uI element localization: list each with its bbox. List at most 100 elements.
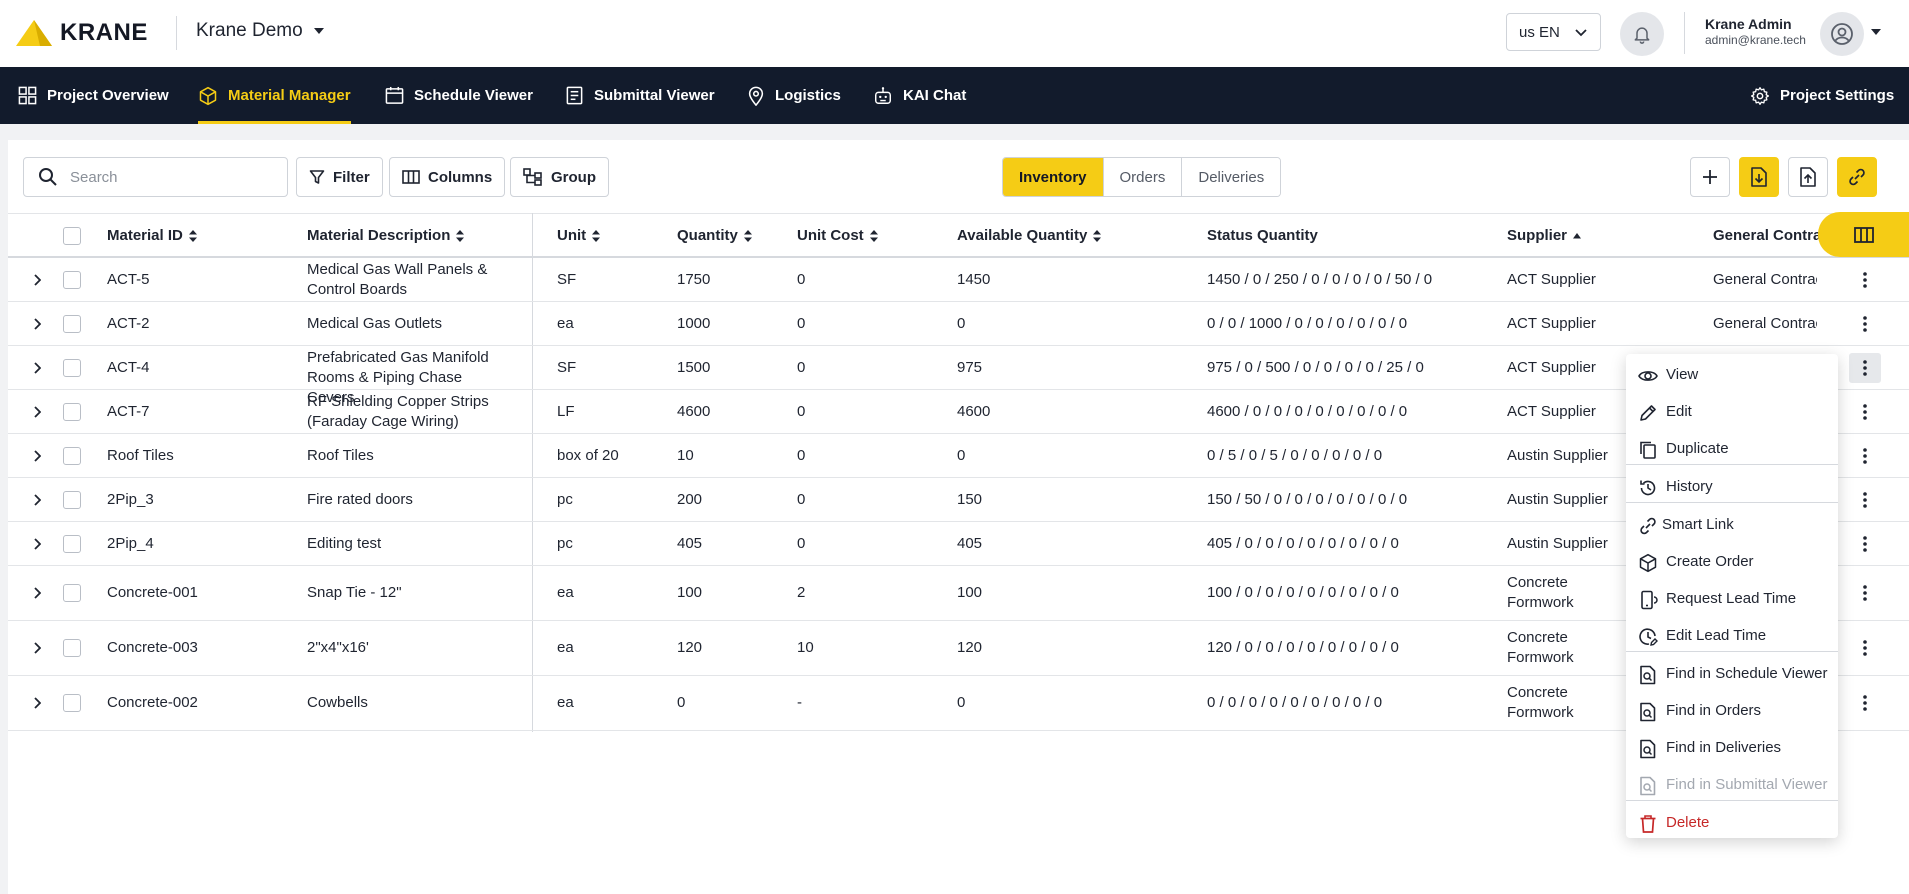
menu-item-view[interactable]: View — [1626, 358, 1838, 392]
row-checkbox[interactable] — [63, 639, 81, 657]
download-button[interactable] — [1739, 157, 1779, 197]
chevron-right-icon[interactable] — [33, 406, 41, 418]
row-actions-button[interactable] — [1853, 488, 1877, 512]
nav-schedule-viewer[interactable]: Schedule Viewer — [385, 67, 533, 124]
row-checkbox[interactable] — [63, 491, 81, 509]
table-row[interactable]: ACT-5 Medical Gas Wall Panels & Control … — [8, 258, 1909, 302]
chevron-right-icon[interactable] — [33, 450, 41, 462]
col-material-description[interactable]: Material Description — [307, 214, 465, 257]
col-unit-cost[interactable]: Unit Cost — [797, 214, 878, 257]
add-material-button[interactable] — [1690, 157, 1730, 197]
menu-item-find-deliveries[interactable]: Find in Deliveries — [1626, 731, 1838, 765]
row-checkbox[interactable] — [63, 535, 81, 553]
find-doc-icon — [1640, 665, 1656, 685]
search-box[interactable] — [23, 157, 288, 197]
cell-quantity: 0 — [677, 694, 686, 711]
table-row[interactable]: ACT-4 Prefabricated Gas Manifold Rooms &… — [8, 346, 1909, 406]
menu-item-request-lead-time[interactable]: Request Lead Time — [1626, 582, 1838, 616]
language-select[interactable]: us EN — [1506, 13, 1601, 51]
row-checkbox[interactable] — [63, 694, 81, 712]
krane-logo[interactable]: KRANE — [14, 18, 148, 48]
cell-description: RF Shielding Copper Strips (Faraday Cage… — [307, 393, 489, 430]
col-quantity[interactable]: Quantity — [677, 214, 752, 257]
tab-inventory[interactable]: Inventory — [1003, 158, 1104, 196]
table-row[interactable]: Concrete-001 Snap Tie - 12" ea 100 2 100… — [8, 566, 1909, 621]
table-row[interactable]: ACT-2 Medical Gas Outlets ea 1000 0 0 0 … — [8, 302, 1909, 346]
menu-item-edit-lead-time[interactable]: Edit Lead Time — [1626, 619, 1838, 653]
find-doc-icon — [1640, 776, 1656, 796]
row-checkbox[interactable] — [63, 403, 81, 421]
menu-item-create-order[interactable]: Create Order — [1626, 545, 1838, 579]
row-actions-button[interactable] — [1853, 691, 1877, 715]
notifications-button[interactable] — [1620, 12, 1664, 56]
nav-project-overview[interactable]: Project Overview — [18, 67, 169, 124]
nav-material-manager[interactable]: Material Manager — [198, 67, 351, 124]
user-menu-caret-icon[interactable] — [1870, 28, 1882, 36]
search-input[interactable] — [70, 168, 270, 186]
menu-item-edit[interactable]: Edit — [1626, 395, 1838, 429]
col-available-quantity[interactable]: Available Quantity — [957, 214, 1102, 257]
row-actions-button-active[interactable] — [1849, 353, 1881, 383]
chevron-right-icon[interactable] — [33, 642, 41, 654]
cell-unit: LF — [557, 403, 575, 420]
table-row[interactable]: Concrete-002 Cowbells ea 0 - 0 0 / 0 / 0… — [8, 676, 1909, 731]
krane-logo-icon — [16, 20, 52, 46]
select-all-checkbox[interactable] — [63, 227, 81, 245]
nav-submittal-viewer[interactable]: Submittal Viewer — [565, 67, 715, 124]
table-row[interactable]: 2Pip_4 Editing test pc 405 0 405 405 / 0… — [8, 522, 1909, 566]
chevron-right-icon[interactable] — [33, 697, 41, 709]
chevron-right-icon[interactable] — [33, 362, 41, 374]
col-supplier[interactable]: Supplier — [1507, 214, 1582, 257]
view-tabs: Inventory Orders Deliveries — [1002, 157, 1282, 197]
menu-item-delete[interactable]: Delete — [1626, 806, 1838, 840]
row-checkbox[interactable] — [63, 359, 81, 377]
chevron-right-icon[interactable] — [33, 494, 41, 506]
menu-item-duplicate[interactable]: Duplicate — [1626, 432, 1838, 466]
nav-project-settings[interactable]: Project Settings — [1750, 67, 1894, 124]
table-row[interactable]: Concrete-003 2"x4"x16' ea 120 10 120 120… — [8, 621, 1909, 676]
menu-label: Find in Orders — [1666, 702, 1762, 719]
col-material-id[interactable]: Material ID — [107, 214, 197, 257]
row-actions-button[interactable] — [1853, 581, 1877, 605]
chevron-right-icon[interactable] — [33, 587, 41, 599]
smart-link-button[interactable] — [1837, 157, 1877, 197]
table-row[interactable]: Roof Tiles Roof Tiles box of 20 10 0 0 0… — [8, 434, 1909, 478]
row-checkbox[interactable] — [63, 271, 81, 289]
col-general-contractor[interactable]: General Contra — [1713, 214, 1823, 257]
row-actions-button[interactable] — [1853, 400, 1877, 424]
nav-logistics[interactable]: Logistics — [747, 67, 841, 124]
group-button[interactable]: Group — [510, 157, 609, 197]
table-row[interactable]: ACT-7 RF Shielding Copper Strips (Farada… — [8, 390, 1909, 434]
col-label: Material ID — [107, 227, 183, 244]
filter-button[interactable]: Filter — [296, 157, 383, 197]
tab-orders[interactable]: Orders — [1103, 158, 1183, 196]
menu-item-find-schedule[interactable]: Find in Schedule Viewer — [1626, 657, 1838, 691]
cell-unit: box of 20 — [557, 447, 619, 464]
chevron-right-icon[interactable] — [33, 274, 41, 286]
columns-button[interactable]: Columns — [389, 157, 506, 197]
row-checkbox[interactable] — [63, 584, 81, 602]
row-actions-button[interactable] — [1853, 444, 1877, 468]
chevron-right-icon[interactable] — [33, 318, 41, 330]
cell-material-id: Roof Tiles — [107, 447, 174, 464]
row-actions-button[interactable] — [1853, 532, 1877, 556]
bell-icon — [1634, 27, 1650, 44]
col-unit[interactable]: Unit — [557, 214, 601, 257]
top-bar: KRANE Krane Demo us EN Krane Admin admin… — [0, 0, 1909, 67]
row-checkbox[interactable] — [63, 447, 81, 465]
menu-item-smart-link[interactable]: Smart Link — [1626, 508, 1838, 542]
column-layout-button[interactable] — [1818, 212, 1909, 257]
table-row[interactable]: 2Pip_3 Fire rated doors pc 200 0 150 150… — [8, 478, 1909, 522]
menu-item-find-orders[interactable]: Find in Orders — [1626, 694, 1838, 728]
row-actions-button[interactable] — [1853, 312, 1877, 336]
avatar[interactable] — [1820, 12, 1864, 56]
chevron-right-icon[interactable] — [33, 538, 41, 550]
row-checkbox[interactable] — [63, 315, 81, 333]
project-switcher[interactable]: Krane Demo — [196, 20, 325, 42]
nav-kai-chat[interactable]: KAI Chat — [873, 67, 966, 124]
row-actions-button[interactable] — [1853, 636, 1877, 660]
tab-deliveries[interactable]: Deliveries — [1182, 158, 1281, 196]
menu-item-history[interactable]: History — [1626, 470, 1838, 504]
row-actions-button[interactable] — [1853, 268, 1877, 292]
upload-button[interactable] — [1788, 157, 1828, 197]
